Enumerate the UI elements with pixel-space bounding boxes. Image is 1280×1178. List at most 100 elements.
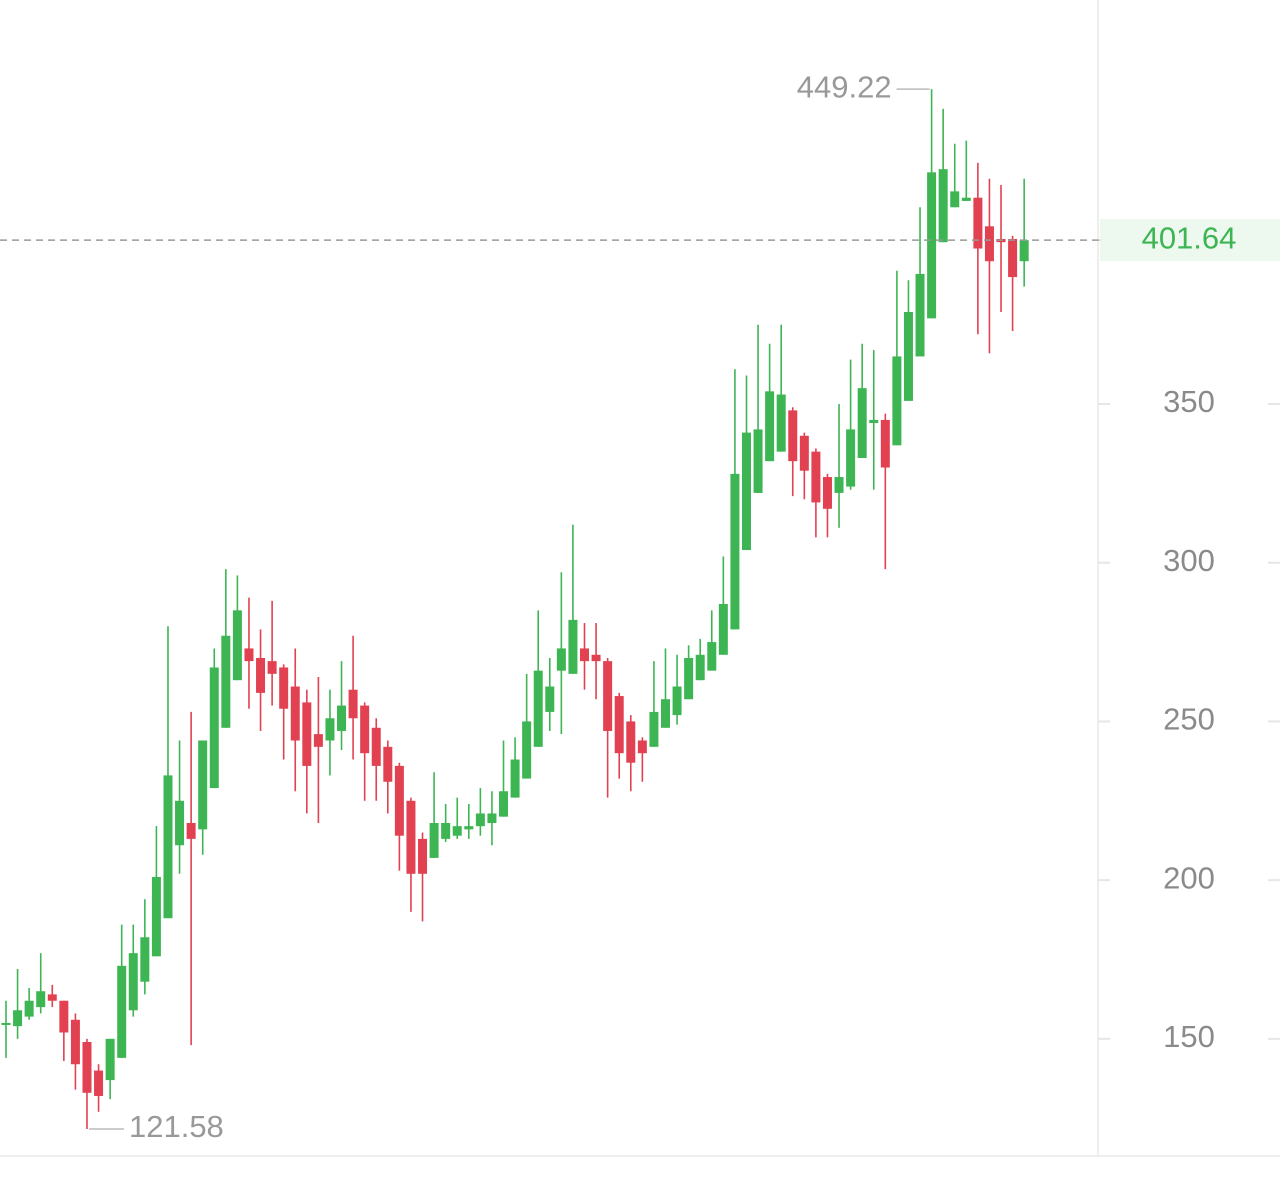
candle-body <box>209 667 219 789</box>
candle-body <box>753 429 763 493</box>
candle-body <box>279 667 289 709</box>
candle-body <box>36 991 46 1008</box>
candle-body <box>313 734 323 747</box>
candle-body <box>94 1070 104 1096</box>
last-price-label: 401.64 <box>1142 220 1237 255</box>
candle-body <box>232 610 242 681</box>
candle-body <box>105 1038 115 1081</box>
candle-body <box>672 686 682 716</box>
candle-body <box>117 965 127 1058</box>
candle-body <box>325 718 335 741</box>
candle-body <box>892 356 902 446</box>
candle-body <box>59 1000 69 1033</box>
candle-body <box>1 1022 11 1025</box>
candle-body <box>591 654 601 662</box>
candle-body <box>70 1019 80 1065</box>
candle-body <box>198 740 208 830</box>
candle-body <box>765 391 775 462</box>
candle-body <box>140 937 150 982</box>
candle-body <box>626 721 636 763</box>
y-tick-label: 200 <box>1163 860 1215 895</box>
candle-body <box>869 419 879 424</box>
candle-body <box>649 711 659 747</box>
candle-body <box>256 657 266 693</box>
candle-body <box>151 876 161 957</box>
candle-body <box>915 273 925 357</box>
candle-body <box>186 823 196 839</box>
candle-body <box>47 994 57 1001</box>
candle-body <box>927 172 937 319</box>
candle-body <box>984 226 994 262</box>
candle-body <box>418 838 428 874</box>
candle-body <box>857 388 867 459</box>
candle-body <box>163 775 173 919</box>
candle-body <box>799 435 809 471</box>
y-tick-label: 300 <box>1163 543 1215 578</box>
max-label: 449.22 <box>797 69 892 104</box>
candle-body <box>695 654 705 681</box>
candle-body <box>499 791 509 817</box>
y-tick-label: 250 <box>1163 702 1215 737</box>
candle-body <box>684 657 694 700</box>
candle-body <box>973 197 983 249</box>
y-tick-label: 150 <box>1163 1019 1215 1054</box>
candle-body <box>1008 238 1018 278</box>
candle-body <box>452 826 462 836</box>
candle-body <box>383 746 393 782</box>
candle-body <box>221 635 231 728</box>
candle-body <box>394 765 404 836</box>
candle-body <box>556 648 566 671</box>
candle-body <box>707 642 717 671</box>
candle-body <box>903 311 913 401</box>
candle-body <box>822 477 832 509</box>
candle-body <box>13 1010 23 1027</box>
candle-body <box>406 800 416 874</box>
candle-body <box>961 197 971 201</box>
candle-body <box>880 419 890 468</box>
candle-body <box>741 432 751 551</box>
candle-body <box>568 619 578 674</box>
candle-body <box>267 661 277 674</box>
candle-body <box>464 826 474 830</box>
candle-body <box>730 473 740 630</box>
candle-body <box>510 759 520 798</box>
candle-body <box>603 661 613 731</box>
candle-body <box>811 451 821 503</box>
candle-body <box>950 191 960 208</box>
candle-body <box>337 705 347 731</box>
candle-body <box>302 702 312 766</box>
candle-body <box>938 169 948 243</box>
candle-body <box>244 648 254 662</box>
candle-body <box>348 689 358 719</box>
candle-body <box>522 721 532 779</box>
candle-body <box>614 696 624 754</box>
min-label: 121.58 <box>129 1109 224 1144</box>
y-tick-label: 350 <box>1163 384 1215 419</box>
last-price-box <box>1100 219 1280 262</box>
candle-body <box>545 686 555 712</box>
candle-body <box>475 813 485 827</box>
candle-body <box>371 727 381 766</box>
candle-body <box>82 1042 92 1093</box>
candle-body <box>441 823 451 839</box>
candle-body <box>360 705 370 754</box>
candle-body <box>834 477 844 493</box>
candle-body <box>128 953 138 1011</box>
candle-body <box>290 686 300 741</box>
candle-body <box>487 813 497 824</box>
candle-body <box>533 670 543 747</box>
candle-body <box>1019 240 1029 262</box>
candle-body <box>846 429 856 487</box>
candle-body <box>660 699 670 728</box>
candle-body <box>24 1000 34 1017</box>
candle-body <box>788 410 798 462</box>
candle-body <box>718 604 728 655</box>
candle-body <box>429 823 439 858</box>
candle-body <box>637 740 647 754</box>
candle-body <box>580 648 589 662</box>
candle-body <box>776 394 786 452</box>
candle-body <box>175 800 185 846</box>
